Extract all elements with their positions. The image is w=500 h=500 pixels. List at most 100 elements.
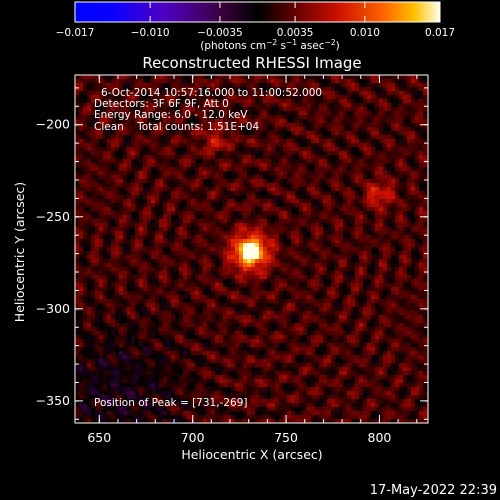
heatmap-cell (119, 235, 123, 239)
heatmap-cell (91, 91, 95, 95)
heatmap-cell (423, 279, 427, 283)
heatmap-cell (79, 163, 83, 167)
heatmap-cell (219, 135, 223, 139)
heatmap-cell (299, 215, 303, 219)
heatmap-cell (279, 215, 283, 219)
heatmap-cell (391, 195, 395, 199)
heatmap-cell (243, 287, 247, 291)
heatmap-cell (127, 183, 131, 187)
heatmap-cell (383, 91, 387, 95)
heatmap-cell (259, 171, 263, 175)
heatmap-cell (243, 107, 247, 111)
heatmap-cell (211, 111, 215, 115)
heatmap-cell (295, 219, 299, 223)
heatmap-cell (363, 215, 367, 219)
heatmap-cell (243, 223, 247, 227)
heatmap-cell (371, 87, 375, 91)
heatmap-cell (255, 115, 259, 119)
heatmap-cell (295, 207, 299, 211)
heatmap-cell (83, 231, 87, 235)
heatmap-cell (395, 75, 399, 79)
heatmap-cell (391, 95, 395, 99)
heatmap-cell (75, 187, 79, 191)
heatmap-cell (375, 87, 379, 91)
heatmap-cell (207, 147, 211, 151)
heatmap-cell (195, 127, 199, 131)
heatmap-cell (347, 239, 351, 243)
heatmap-cell (135, 207, 139, 211)
heatmap-cell (347, 175, 351, 179)
heatmap-cell (395, 115, 399, 119)
heatmap-cell (199, 187, 203, 191)
heatmap-cell (159, 111, 163, 115)
heatmap-cell (151, 295, 155, 299)
heatmap-cell (399, 127, 403, 131)
heatmap-cell (283, 91, 287, 95)
heatmap-cell (99, 195, 103, 199)
heatmap-cell (335, 215, 339, 219)
heatmap-cell (187, 147, 191, 151)
heatmap-cell (311, 267, 315, 271)
heatmap-cell (123, 107, 127, 111)
heatmap-cell (351, 143, 355, 147)
heatmap-cell (159, 75, 163, 79)
heatmap-cell (103, 183, 107, 187)
heatmap-cell (103, 103, 107, 107)
heatmap-cell (371, 207, 375, 211)
heatmap-cell (415, 155, 419, 159)
heatmap-cell (135, 163, 139, 167)
heatmap-cell (171, 87, 175, 91)
heatmap-cell (207, 191, 211, 195)
heatmap-cell (183, 279, 187, 283)
heatmap-cell (127, 255, 131, 259)
heatmap-cell (171, 239, 175, 243)
heatmap-cell (387, 115, 391, 119)
heatmap-cell (223, 155, 227, 159)
heatmap-cell (91, 159, 95, 163)
heatmap-cell (107, 79, 111, 83)
heatmap-cell (407, 271, 411, 275)
heatmap-cell (119, 219, 123, 223)
heatmap-cell (359, 111, 363, 115)
heatmap-cell (203, 111, 207, 115)
heatmap-cell (211, 147, 215, 151)
heatmap-cell (155, 79, 159, 83)
heatmap-cell (99, 127, 103, 131)
heatmap-cell (299, 223, 303, 227)
heatmap-cell (155, 247, 159, 251)
heatmap-cell (195, 147, 199, 151)
heatmap-cell (367, 219, 371, 223)
heatmap-cell (231, 211, 235, 215)
heatmap-cell (211, 203, 215, 207)
heatmap-cell (295, 115, 299, 119)
heatmap-cell (279, 203, 283, 207)
heatmap-cell (351, 115, 355, 119)
heatmap-cell (231, 187, 235, 191)
heatmap-cell (107, 111, 111, 115)
heatmap-cell (127, 239, 131, 243)
heatmap-cell (139, 119, 143, 123)
heatmap-cell (319, 143, 323, 147)
heatmap-cell (399, 247, 403, 251)
heatmap-cell (227, 287, 231, 291)
heatmap-cell (407, 263, 411, 267)
heatmap-cell (83, 135, 87, 139)
heatmap-cell (331, 175, 335, 179)
heatmap-cell (355, 235, 359, 239)
heatmap-cell (159, 171, 163, 175)
heatmap-cell (131, 123, 135, 127)
heatmap-cell (423, 235, 427, 239)
heatmap-cell (263, 275, 267, 279)
heatmap-cell (131, 91, 135, 95)
colorbar-tick-label: −0.0035 (197, 27, 243, 39)
heatmap-cell (335, 163, 339, 167)
heatmap-cell (183, 227, 187, 231)
heatmap-cell (223, 111, 227, 115)
heatmap-cell (367, 171, 371, 175)
heatmap-cell (211, 171, 215, 175)
heatmap-cell (243, 195, 247, 199)
heatmap-cell (123, 179, 127, 183)
heatmap-cell (75, 203, 79, 207)
heatmap-cell (263, 247, 267, 251)
heatmap-cell (403, 103, 407, 107)
